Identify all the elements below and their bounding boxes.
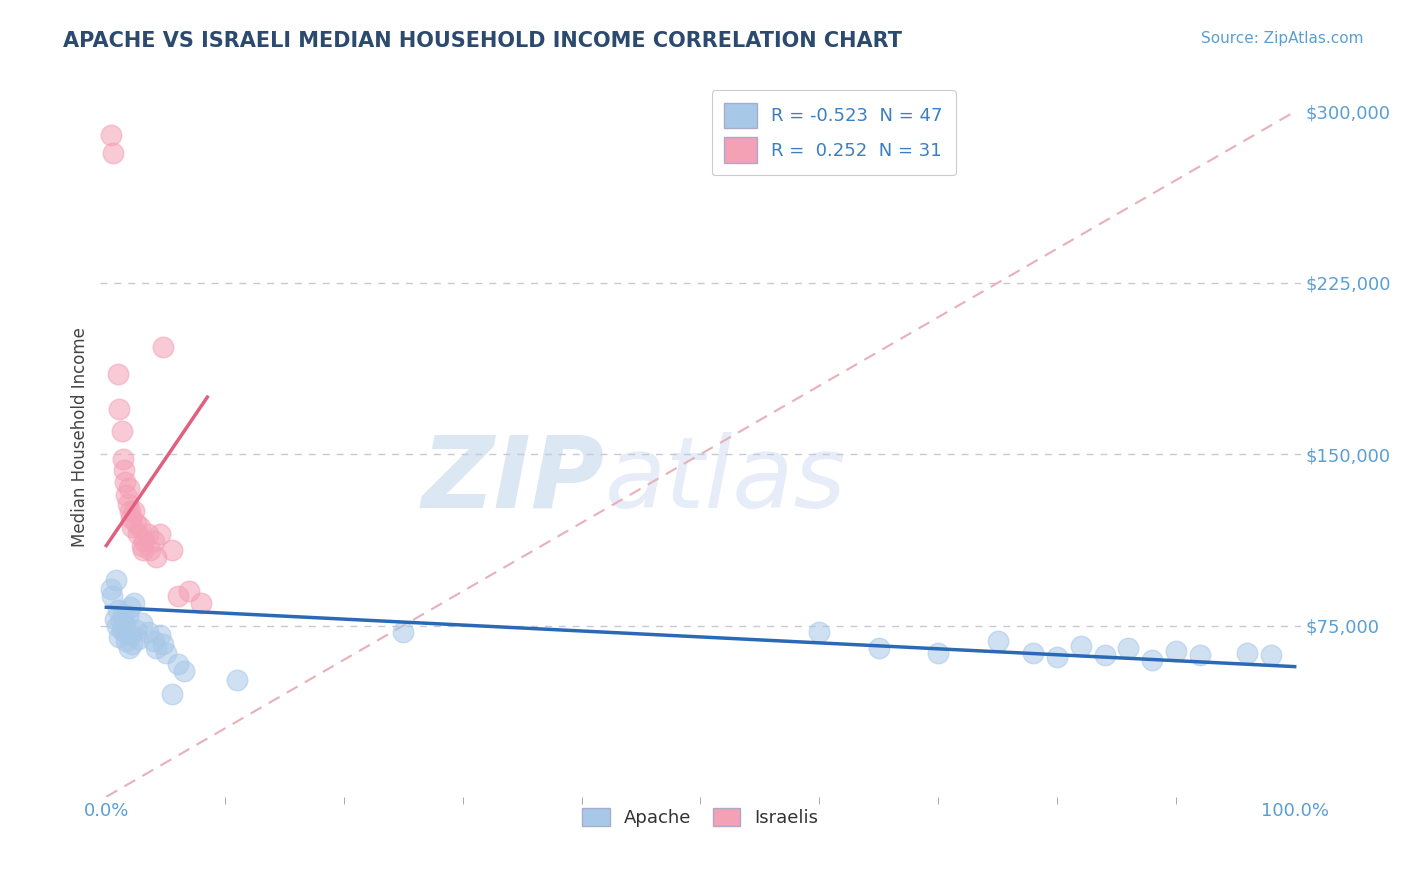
Point — [121, 637, 143, 651]
Point — [1070, 639, 1092, 653]
Point — [145, 549, 167, 564]
Point — [166, 589, 188, 603]
Point — [166, 657, 188, 672]
Point — [103, 145, 125, 160]
Point — [139, 543, 162, 558]
Point — [136, 625, 159, 640]
Point — [226, 673, 249, 688]
Point — [149, 627, 172, 641]
Point — [117, 498, 139, 512]
Point — [111, 623, 134, 637]
Point — [111, 451, 134, 466]
Point — [125, 516, 148, 530]
Point — [1164, 643, 1187, 657]
Point — [136, 527, 159, 541]
Point — [100, 128, 122, 142]
Point — [118, 641, 141, 656]
Point — [1118, 641, 1140, 656]
Point — [115, 488, 138, 502]
Point — [127, 527, 149, 541]
Text: atlas: atlas — [605, 432, 846, 529]
Point — [108, 630, 131, 644]
Point — [190, 596, 212, 610]
Point — [100, 582, 122, 596]
Legend: Apache, Israelis: Apache, Israelis — [575, 801, 825, 835]
Point — [131, 539, 153, 553]
Text: ZIP: ZIP — [422, 432, 605, 529]
Point — [111, 425, 134, 439]
Point — [107, 602, 129, 616]
Point — [927, 646, 949, 660]
Point — [1260, 648, 1282, 663]
Point — [160, 543, 183, 558]
Point — [155, 646, 177, 660]
Point — [117, 609, 139, 624]
Point — [107, 368, 129, 382]
Point — [152, 340, 174, 354]
Point — [179, 584, 201, 599]
Point — [122, 504, 145, 518]
Point — [115, 634, 138, 648]
Point — [131, 616, 153, 631]
Point — [125, 623, 148, 637]
Point — [808, 625, 831, 640]
Point — [128, 520, 150, 534]
Point — [112, 616, 135, 631]
Point — [118, 482, 141, 496]
Point — [104, 573, 127, 587]
Point — [1188, 648, 1211, 663]
Point — [145, 641, 167, 656]
Point — [120, 511, 142, 525]
Point — [104, 612, 127, 626]
Point — [112, 463, 135, 477]
Point — [120, 627, 142, 641]
Point — [149, 527, 172, 541]
Point — [101, 589, 124, 603]
Point — [111, 607, 134, 621]
Point — [127, 632, 149, 647]
Point — [987, 634, 1010, 648]
Text: APACHE VS ISRAELI MEDIAN HOUSEHOLD INCOME CORRELATION CHART: APACHE VS ISRAELI MEDIAN HOUSEHOLD INCOM… — [63, 31, 903, 51]
Point — [1140, 653, 1163, 667]
Point — [1046, 650, 1069, 665]
Point — [120, 600, 142, 615]
Point — [392, 625, 415, 640]
Point — [142, 634, 165, 648]
Point — [1022, 646, 1045, 660]
Point — [142, 534, 165, 549]
Point — [134, 534, 156, 549]
Text: Source: ZipAtlas.com: Source: ZipAtlas.com — [1201, 31, 1364, 46]
Point — [160, 687, 183, 701]
Point — [108, 401, 131, 416]
Point — [1094, 648, 1116, 663]
Point — [1236, 646, 1258, 660]
Point — [173, 664, 195, 678]
Point — [122, 596, 145, 610]
Point — [114, 475, 136, 489]
Point — [121, 520, 143, 534]
Point — [114, 625, 136, 640]
Point — [105, 618, 128, 632]
Point — [132, 543, 155, 558]
Point — [868, 641, 890, 656]
Point — [152, 637, 174, 651]
Point — [110, 614, 132, 628]
Point — [120, 504, 142, 518]
Y-axis label: Median Household Income: Median Household Income — [72, 327, 89, 547]
